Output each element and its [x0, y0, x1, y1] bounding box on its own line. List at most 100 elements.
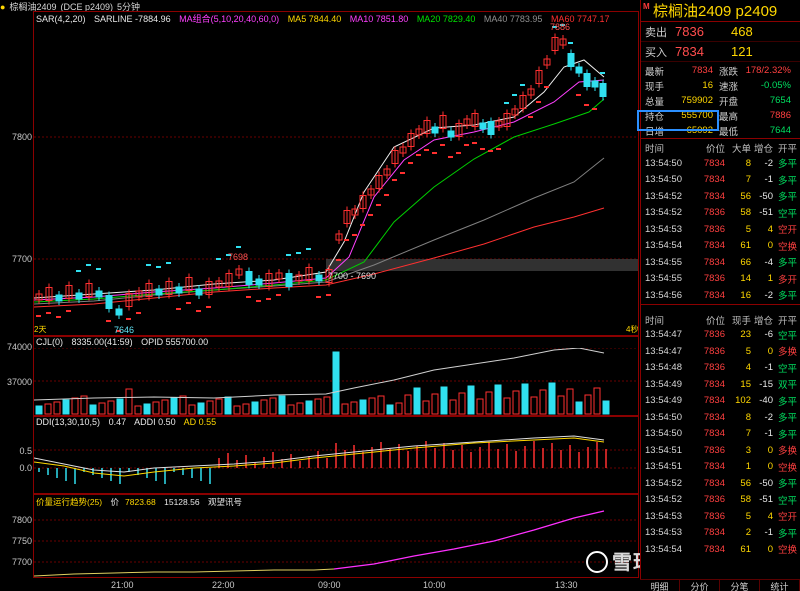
stat-value-2: 178/2.32%	[745, 65, 791, 76]
sar-dot	[520, 84, 525, 86]
trend-tick-7750: 7750	[11, 536, 32, 546]
sell-label: 卖出	[645, 26, 667, 39]
volume-bar	[161, 399, 169, 415]
tick-row: 13:54:54 7834 61 0 空换	[641, 238, 800, 255]
tick-cell: 23	[740, 329, 751, 341]
daily-increase-highlight	[637, 110, 719, 131]
candle-body	[315, 274, 323, 282]
volume-panel[interactable]	[33, 336, 639, 416]
volume-bar	[557, 395, 565, 415]
volume-bar	[296, 402, 304, 415]
tick-cell: -50	[759, 190, 773, 202]
volume-bar	[62, 399, 70, 415]
volume-bar	[116, 398, 124, 415]
trend-label: 价量运行趋势(25)	[36, 497, 103, 507]
dot-icon: ●	[0, 2, 6, 12]
buy-price: 7834	[675, 44, 704, 59]
left-tag: 2天	[34, 325, 46, 334]
sar-dot	[424, 149, 429, 151]
tick-cell: -6	[764, 329, 773, 341]
tick-row: 13:54:53 7834 2 -1 多平	[641, 525, 800, 542]
candle-body	[431, 126, 439, 134]
volume-bar	[341, 403, 349, 415]
volume-chart	[34, 348, 638, 415]
volume-bar	[422, 400, 430, 415]
quote-tab[interactable]: 统计	[760, 580, 800, 591]
tick-cell: 58	[740, 207, 751, 219]
candle-body	[423, 120, 431, 134]
candle-body	[383, 168, 391, 176]
sar-dot	[336, 259, 341, 261]
volume-bar	[467, 385, 475, 415]
candle-body	[519, 95, 527, 109]
addi-value: ADDI 0.50	[134, 417, 176, 427]
tick-cell: 多平	[777, 291, 797, 303]
volume-bar	[242, 403, 250, 415]
buy-row[interactable]: 买入 7834 121	[641, 42, 800, 62]
sar-dot	[376, 204, 381, 206]
sar-dot	[146, 264, 151, 266]
tick-cell: 13:54:52	[645, 190, 682, 202]
candle-body	[285, 273, 293, 287]
stat-value-2: 7654	[769, 95, 791, 106]
candle-body	[115, 308, 123, 316]
tick-cell: 13:54:53	[645, 223, 682, 235]
trend-panel[interactable]	[33, 494, 639, 578]
sell-row[interactable]: 卖出 7836 468	[641, 22, 800, 42]
sar-dot	[544, 86, 549, 88]
volume-bar	[512, 390, 520, 415]
tick-cell: 13:54:47	[645, 345, 682, 357]
ma60-label: MA60 7747.17	[550, 14, 610, 24]
ddi-legend: DDI(13,30,10,5) 0.47 ADDI 0.50 AD 0.55	[36, 417, 222, 427]
column-header: 时间	[645, 315, 665, 327]
ma20-line	[34, 98, 605, 303]
tick-row: 13:54:48 7836 4 -1 空平	[641, 360, 800, 377]
tick-cell: 多平	[777, 396, 797, 408]
stat-row: 最新 7834 涨跌 178/2.32%	[641, 63, 800, 78]
volume-bar	[35, 405, 43, 415]
tick-cell: 13:54:50	[645, 428, 682, 440]
tick-cell: 16	[740, 289, 751, 301]
ma5-line	[34, 59, 605, 299]
tick-cell: 空平	[777, 363, 797, 375]
tick-cell: -1	[764, 362, 773, 374]
tick-cell: 7834	[703, 543, 725, 555]
candle-body	[487, 121, 495, 135]
tick-cell: 7834	[703, 378, 725, 390]
tick-cell: -50	[759, 477, 773, 489]
tick-cell: 13:54:55	[645, 256, 682, 268]
tick-cell: 4	[767, 223, 773, 235]
volume-bar	[98, 402, 106, 415]
stat-label-2: 涨跌	[719, 66, 739, 78]
column-header: 价位	[705, 315, 725, 327]
tick-row: 13:54:53 7836 5 4 空开	[641, 508, 800, 525]
candle-body	[503, 113, 511, 127]
volume-bar	[377, 395, 385, 415]
cjl-value: 8335.00(41:59)	[71, 337, 133, 347]
main-legend: SAR(4,2,20) SARLINE -7884.96 MA组合(5,10,2…	[36, 12, 615, 25]
tick-cell: 空平	[777, 208, 797, 220]
open-interest-line	[34, 348, 605, 401]
tick-cell: -4	[764, 256, 773, 268]
sar-dot	[96, 268, 101, 270]
cjl-label: CJL(0)	[36, 337, 64, 347]
ddi-panel[interactable]	[33, 416, 639, 494]
quote-tab[interactable]: 分价	[680, 580, 720, 591]
tick-cell: 多平	[777, 429, 797, 441]
x-tick-0900: 09:00	[318, 580, 341, 590]
tick-cell: 13:54:48	[645, 362, 682, 374]
tick-cell: 13:54:54	[645, 543, 682, 555]
quote-tab[interactable]: 分笔	[720, 580, 760, 591]
candle-body	[391, 150, 399, 164]
tick-row: 13:54:52 7836 58 -51 空平	[641, 492, 800, 509]
volume-bar	[458, 392, 466, 415]
volume-bar	[359, 399, 367, 415]
quote-tab[interactable]: 明细	[640, 580, 680, 591]
main-chart-panel[interactable]	[33, 11, 639, 336]
tick-cell: 7834	[703, 157, 725, 169]
tick-cell: 5	[745, 510, 751, 522]
ma10-line	[34, 79, 605, 301]
candle-body	[495, 120, 503, 128]
quote-stats: 最新 7834 涨跌 178/2.32% 现手 16 速涨 -0.05% 总量 759902 开盘 7…	[641, 62, 800, 139]
tick-cell: 多换	[777, 347, 797, 359]
